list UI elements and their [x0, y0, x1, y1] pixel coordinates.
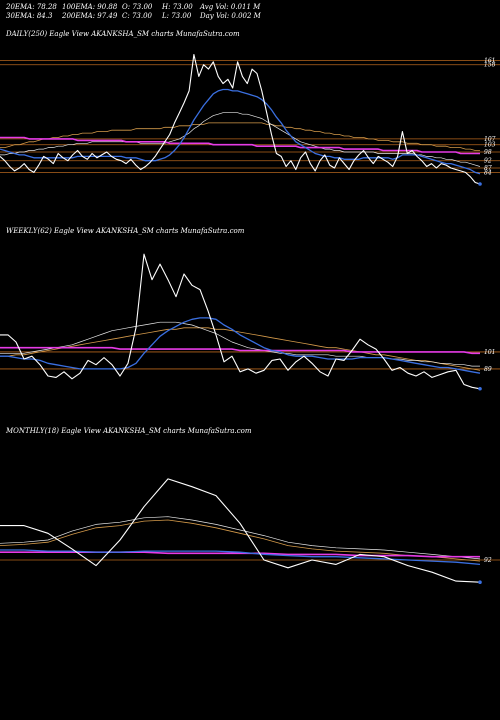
monthly-ema-fast-line	[0, 549, 481, 566]
monthly-magenta-line	[0, 551, 480, 558]
monthly-price-line	[0, 478, 481, 583]
daily-ema-slow-line	[0, 112, 481, 167]
daily-price-line	[0, 53, 481, 185]
daily-ytick-label: 103	[484, 142, 496, 149]
avg-vol-stat: Avg Vol: 0.011 M	[200, 3, 261, 11]
monthly-ytick-label: 92	[484, 557, 492, 564]
ema30-stat: 30EMA: 84.3	[6, 12, 53, 20]
low-stat: L: 73.00	[162, 12, 192, 20]
monthly-last-price-marker	[478, 580, 482, 585]
high-stat: H: 73.00	[162, 3, 193, 11]
weekly-magenta-line	[0, 346, 480, 355]
day-vol-stat: Day Vol: 0.002 M	[200, 12, 261, 20]
weekly-last-price-marker	[478, 386, 482, 391]
daily-ytick-label: 161	[484, 57, 495, 64]
weekly-ytick-label: 89	[484, 366, 492, 373]
daily-last-price-marker	[478, 182, 482, 186]
daily-ytick-label: 84	[484, 169, 492, 176]
daily-magenta-line	[0, 136, 480, 155]
header-stats: 20EMA: 78.28 100EMA: 90.88 O: 73.00 H: 7…	[0, 0, 500, 22]
monthly-panel-title: MONTHLY(18) Eagle View AKANKSHA_SM chart…	[6, 427, 252, 435]
daily-ema-200-line	[0, 122, 480, 151]
monthly-ema-slow-line	[0, 516, 481, 560]
ema200-stat: 200EMA: 97.49	[62, 12, 118, 20]
daily-ytick-label: 92	[484, 158, 492, 165]
weekly-ema-200-line	[0, 327, 481, 371]
daily-ytick-label: 158	[484, 62, 496, 69]
weekly-price-line	[0, 253, 481, 390]
weekly-chart: 101 89	[0, 253, 500, 391]
open-stat: O: 73.00	[122, 3, 153, 11]
close-stat: C: 73.00	[122, 12, 152, 20]
daily-ytick-label: 107	[484, 136, 496, 143]
daily-ema-fast-line	[0, 88, 481, 175]
weekly-ytick-label: 101	[484, 349, 495, 356]
ema100-stat: 100EMA: 90.88	[62, 3, 118, 11]
daily-ytick-label: 87	[484, 165, 492, 172]
daily-panel-title: DAILY(250) Eagle View AKANKSHA_SM charts…	[6, 30, 240, 38]
daily-ytick-label: 98	[484, 149, 492, 156]
ema20-stat: 20EMA: 78.28	[6, 3, 57, 11]
weekly-ema-slow-line	[0, 321, 480, 367]
monthly-chart: 92	[0, 478, 500, 585]
weekly-ema-fast-line	[0, 317, 481, 374]
weekly-panel-title: WEEKLY(62) Eagle View AKANKSHA_SM charts…	[6, 227, 245, 235]
